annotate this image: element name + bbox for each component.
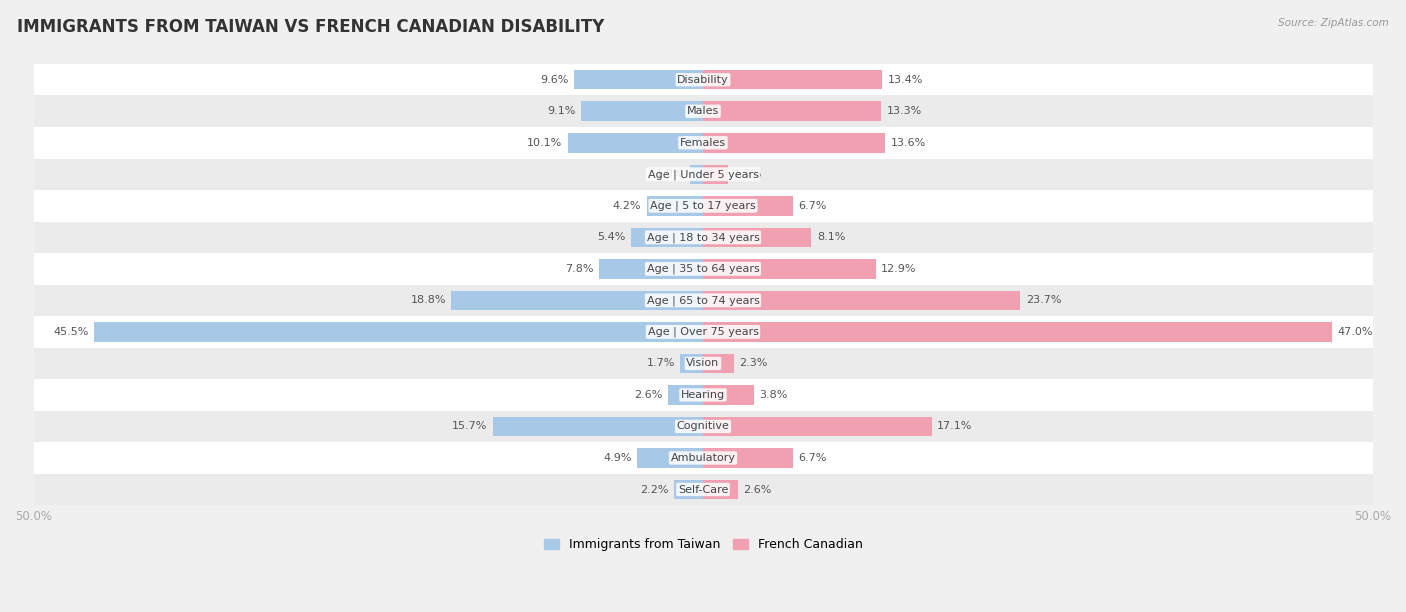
Bar bbox=[703, 448, 793, 468]
Text: Females: Females bbox=[681, 138, 725, 147]
Bar bbox=[34, 64, 1372, 95]
Text: Age | 18 to 34 years: Age | 18 to 34 years bbox=[647, 232, 759, 242]
Bar bbox=[647, 196, 703, 215]
Bar bbox=[34, 253, 1372, 285]
Bar bbox=[703, 102, 882, 121]
Text: 17.1%: 17.1% bbox=[938, 422, 973, 431]
Text: 1.9%: 1.9% bbox=[734, 170, 762, 179]
Text: 3.8%: 3.8% bbox=[759, 390, 787, 400]
Text: 13.4%: 13.4% bbox=[887, 75, 924, 84]
Bar bbox=[703, 417, 932, 436]
Bar bbox=[34, 474, 1372, 506]
Bar bbox=[94, 322, 703, 341]
Text: Source: ZipAtlas.com: Source: ZipAtlas.com bbox=[1278, 18, 1389, 28]
Text: 10.1%: 10.1% bbox=[527, 138, 562, 147]
Bar bbox=[34, 316, 1372, 348]
Bar bbox=[668, 385, 703, 405]
Bar bbox=[703, 480, 738, 499]
Text: Disability: Disability bbox=[678, 75, 728, 84]
Bar bbox=[34, 127, 1372, 159]
Text: Self-Care: Self-Care bbox=[678, 485, 728, 494]
Bar bbox=[34, 222, 1372, 253]
Bar bbox=[451, 291, 703, 310]
Text: 1.7%: 1.7% bbox=[647, 359, 675, 368]
Text: 6.7%: 6.7% bbox=[799, 201, 827, 211]
Bar bbox=[631, 228, 703, 247]
Text: 9.1%: 9.1% bbox=[547, 106, 576, 116]
Text: 47.0%: 47.0% bbox=[1337, 327, 1374, 337]
Text: 4.2%: 4.2% bbox=[613, 201, 641, 211]
Text: Cognitive: Cognitive bbox=[676, 422, 730, 431]
Bar bbox=[681, 354, 703, 373]
Text: Males: Males bbox=[688, 106, 718, 116]
Bar bbox=[34, 95, 1372, 127]
Bar bbox=[34, 190, 1372, 222]
Text: 13.6%: 13.6% bbox=[890, 138, 925, 147]
Bar bbox=[599, 259, 703, 278]
Bar bbox=[703, 291, 1021, 310]
Bar bbox=[703, 133, 886, 152]
Text: Ambulatory: Ambulatory bbox=[671, 453, 735, 463]
Text: Age | 65 to 74 years: Age | 65 to 74 years bbox=[647, 295, 759, 305]
Legend: Immigrants from Taiwan, French Canadian: Immigrants from Taiwan, French Canadian bbox=[538, 534, 868, 556]
Text: 6.7%: 6.7% bbox=[799, 453, 827, 463]
Bar bbox=[34, 442, 1372, 474]
Bar bbox=[689, 165, 703, 184]
Bar bbox=[34, 379, 1372, 411]
Bar bbox=[703, 322, 1333, 341]
Text: 7.8%: 7.8% bbox=[565, 264, 593, 274]
Text: 13.3%: 13.3% bbox=[886, 106, 922, 116]
Text: 23.7%: 23.7% bbox=[1026, 296, 1062, 305]
Text: 9.6%: 9.6% bbox=[541, 75, 569, 84]
Text: 2.6%: 2.6% bbox=[744, 485, 772, 494]
Text: Age | Under 5 years: Age | Under 5 years bbox=[648, 169, 758, 179]
Text: 4.9%: 4.9% bbox=[603, 453, 633, 463]
Bar bbox=[703, 385, 754, 405]
Bar bbox=[575, 70, 703, 89]
Text: 45.5%: 45.5% bbox=[53, 327, 89, 337]
Text: Age | 35 to 64 years: Age | 35 to 64 years bbox=[647, 264, 759, 274]
Bar bbox=[492, 417, 703, 436]
Text: Age | 5 to 17 years: Age | 5 to 17 years bbox=[650, 201, 756, 211]
Text: 12.9%: 12.9% bbox=[882, 264, 917, 274]
Text: Vision: Vision bbox=[686, 359, 720, 368]
Text: 8.1%: 8.1% bbox=[817, 233, 845, 242]
Text: IMMIGRANTS FROM TAIWAN VS FRENCH CANADIAN DISABILITY: IMMIGRANTS FROM TAIWAN VS FRENCH CANADIA… bbox=[17, 18, 605, 36]
Bar bbox=[34, 159, 1372, 190]
Text: Age | Over 75 years: Age | Over 75 years bbox=[648, 327, 758, 337]
Bar bbox=[703, 354, 734, 373]
Text: 15.7%: 15.7% bbox=[453, 422, 488, 431]
Bar bbox=[34, 285, 1372, 316]
Text: 2.3%: 2.3% bbox=[740, 359, 768, 368]
Text: Hearing: Hearing bbox=[681, 390, 725, 400]
Bar bbox=[703, 228, 811, 247]
Text: 18.8%: 18.8% bbox=[411, 296, 446, 305]
Bar bbox=[637, 448, 703, 468]
Bar bbox=[673, 480, 703, 499]
Bar bbox=[703, 165, 728, 184]
Text: 2.2%: 2.2% bbox=[640, 485, 668, 494]
Bar bbox=[703, 259, 876, 278]
Text: 2.6%: 2.6% bbox=[634, 390, 662, 400]
Bar bbox=[703, 196, 793, 215]
Bar bbox=[34, 348, 1372, 379]
Bar bbox=[703, 70, 883, 89]
Text: 1.0%: 1.0% bbox=[657, 170, 685, 179]
Text: 5.4%: 5.4% bbox=[598, 233, 626, 242]
Bar bbox=[34, 411, 1372, 442]
Bar bbox=[568, 133, 703, 152]
Bar bbox=[581, 102, 703, 121]
